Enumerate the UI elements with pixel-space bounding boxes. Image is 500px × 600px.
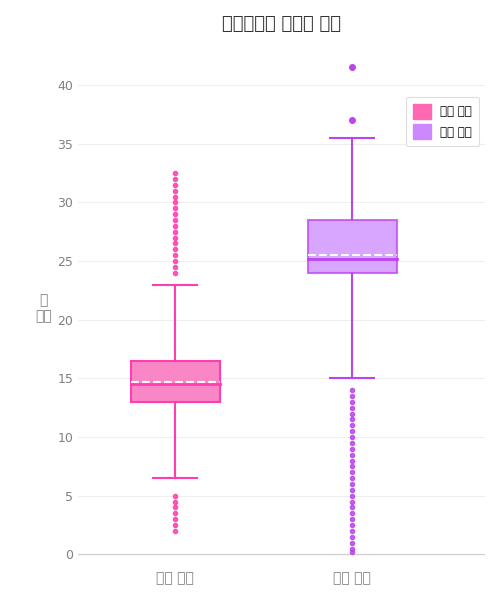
Bar xyxy=(131,361,220,402)
Y-axis label: 말
속도: 말 속도 xyxy=(35,293,52,323)
Title: 문장길이와 말하는 속도: 문장길이와 말하는 속도 xyxy=(222,15,341,33)
Bar xyxy=(308,220,396,273)
Legend: 일반 대화, 영어 대화: 일반 대화, 영어 대화 xyxy=(406,97,479,146)
